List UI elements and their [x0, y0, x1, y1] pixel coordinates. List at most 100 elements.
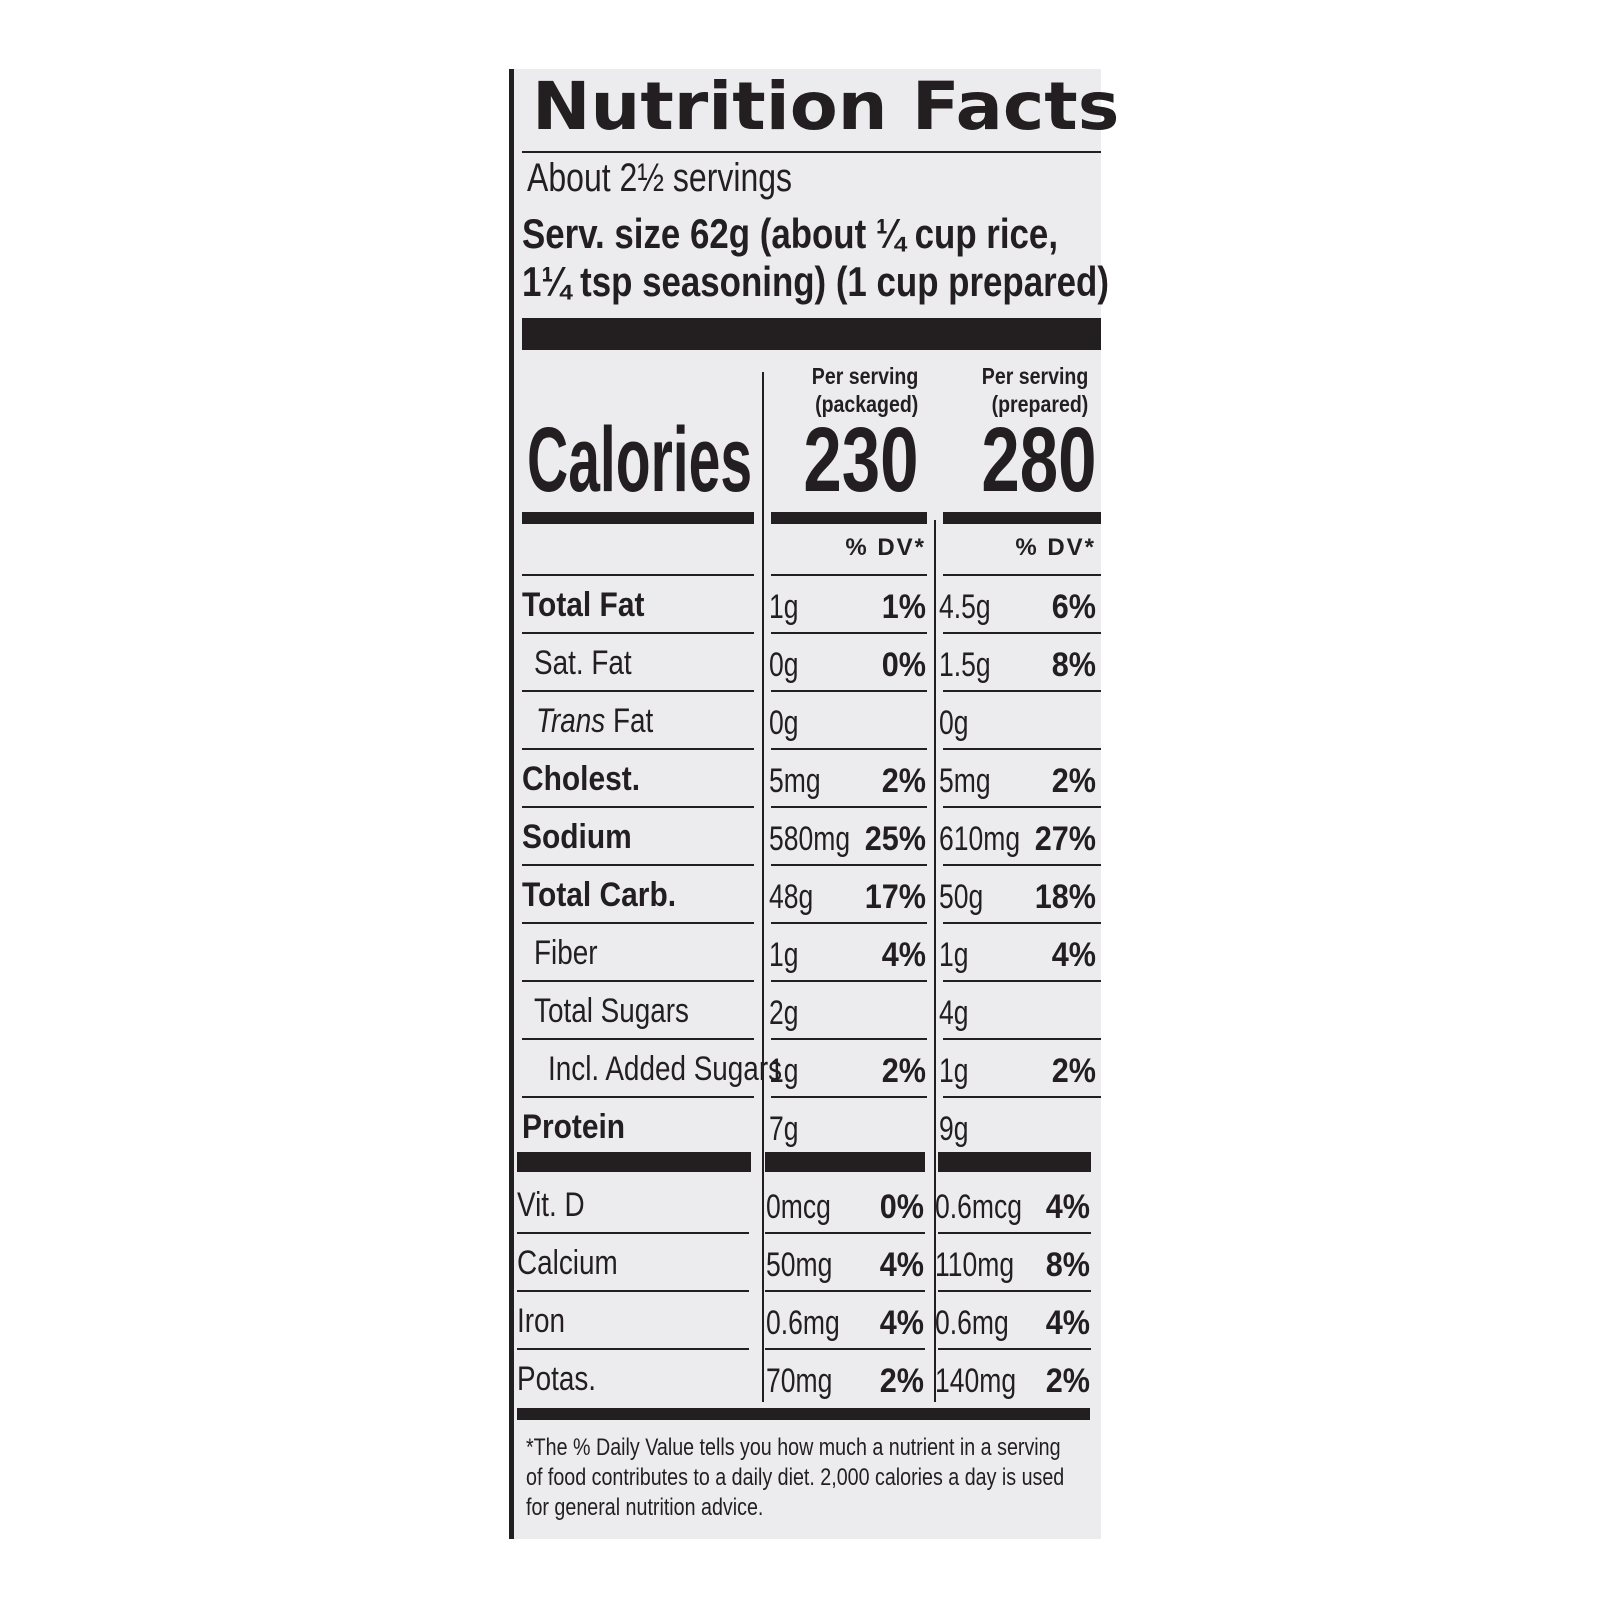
row-rule [771, 1038, 927, 1040]
prepared-percent-dv: 2% [1051, 762, 1096, 800]
nutrient-row: Cholest. 5mg 2% 5mg 2% [0, 752, 1600, 810]
row-rule [943, 1038, 1101, 1040]
row-rule [522, 574, 754, 576]
packaged-amount: 0g [769, 646, 799, 684]
vitamin-row: Vit. D 0mcg 0% 0.6mcg 4% [0, 1178, 1600, 1236]
label-left-edge [509, 69, 514, 1539]
prepared-percent-dv: 6% [1051, 588, 1096, 626]
calories-label: Calories [527, 409, 753, 511]
row-rule [522, 1096, 754, 1098]
nutrient-name: Sodium [522, 818, 632, 856]
packaged-amount: 48g [769, 878, 814, 916]
row-rule [522, 922, 754, 924]
nutrient-name: Potas. [517, 1360, 597, 1398]
nutrient-name: Protein [522, 1108, 626, 1146]
prepared-amount: 610mg [939, 820, 1021, 858]
packaged-percent-dv: 1% [881, 588, 926, 626]
vitamin-row: Iron 0.6mg 4% 0.6mg 4% [0, 1294, 1600, 1352]
row-rule [943, 806, 1101, 808]
prepared-percent-dv: 27% [1034, 820, 1096, 858]
prepared-percent-dv: 4% [1051, 936, 1096, 974]
packaged-percent-dv: 0% [879, 1188, 924, 1226]
nutrient-name: Total Sugars [534, 992, 689, 1030]
row-rule [522, 632, 754, 634]
row-rule [522, 806, 754, 808]
prepared-percent-dv: 2% [1045, 1362, 1090, 1400]
prepared-amount: 1g [939, 936, 969, 974]
nutrient-row: Fiber 1g 4% 1g 4% [0, 926, 1600, 984]
nutrient-row: Total Fat 1g 1% 4.5g 6% [0, 578, 1600, 636]
row-rule [771, 632, 927, 634]
prepared-amount: 1.5g [939, 646, 991, 684]
row-rule [943, 864, 1101, 866]
thick-rule-vitamins-prepared [938, 1152, 1091, 1172]
packaged-percent-dv: 4% [879, 1246, 924, 1284]
serving-size-line-2: 1¼ tsp seasoning) (1 cup prepared) [522, 258, 1109, 305]
nutrient-name: Fiber [534, 934, 598, 972]
row-rule [938, 1290, 1091, 1292]
packaged-percent-dv: 25% [864, 820, 926, 858]
row-rule [522, 980, 754, 982]
thick-rule-top [522, 318, 1101, 350]
packaged-percent-dv: 2% [879, 1362, 924, 1400]
label-title: Nutrition Facts [532, 68, 1120, 145]
serving-size-line-1: Serv. size 62g (about ¼ cup rice, [522, 210, 1059, 257]
prepared-amount: 9g [939, 1110, 969, 1148]
row-rule [765, 1290, 925, 1292]
nutrient-name: Iron [517, 1302, 566, 1340]
packaged-percent-dv: 4% [881, 936, 926, 974]
prepared-amount: 4.5g [939, 588, 991, 626]
packaged-percent-dv: 17% [864, 878, 926, 916]
row-rule [771, 574, 927, 576]
row-rule [943, 980, 1101, 982]
vitamin-row: Calcium 50mg 4% 110mg 8% [0, 1236, 1600, 1294]
packaged-amount: 1g [769, 588, 799, 626]
nutrient-row: Total Carb. 48g 17% 50g 18% [0, 868, 1600, 926]
servings-per-container: About 2½ servings [527, 156, 793, 200]
prepared-percent-dv: 2% [1051, 1052, 1096, 1090]
title-rule [522, 151, 1101, 153]
calories-rule-packaged [771, 512, 927, 524]
packaged-column-header: Per serving (packaged) [811, 363, 918, 417]
daily-value-footnote: *The % Daily Value tells you how much a … [526, 1434, 1065, 1521]
prepared-percent-dv: 8% [1051, 646, 1096, 684]
packaged-percent-dv: 2% [881, 762, 926, 800]
nutrient-row: Protein 7g 9g [0, 1100, 1600, 1158]
packaged-percent-dv: 2% [881, 1052, 926, 1090]
row-rule [517, 1348, 749, 1350]
nutrient-row: Sodium 580mg 25% 610mg 27% [0, 810, 1600, 868]
row-rule [943, 632, 1101, 634]
row-rule [771, 922, 927, 924]
dv-header-packaged: % DV* [845, 534, 926, 561]
prepared-amount: 140mg [935, 1362, 1017, 1400]
nutrient-row: Total Sugars 2g 4g [0, 984, 1600, 1042]
prepared-percent-dv: 8% [1045, 1246, 1090, 1284]
prepared-column-header: Per serving (prepared) [981, 363, 1088, 417]
nutrient-name: Cholest. [522, 760, 641, 798]
row-rule [771, 806, 927, 808]
vitamin-row: Potas. 70mg 2% 140mg 2% [0, 1352, 1600, 1410]
nutrient-name: Total Carb. [522, 876, 677, 914]
packaged-amount: 0mcg [766, 1188, 831, 1226]
dv-header-prepared: % DV* [1015, 534, 1096, 561]
serving-size: Serv. size 62g (about ¼ cup rice, 1¼ tsp… [522, 210, 1109, 306]
row-rule [771, 980, 927, 982]
prepared-amount: 50g [939, 878, 984, 916]
row-rule [765, 1232, 925, 1234]
thick-rule-vitamins-packaged [765, 1152, 925, 1172]
nutrient-row: Sat. Fat 0g 0% 1.5g 8% [0, 636, 1600, 694]
row-rule [522, 1038, 754, 1040]
packaged-amount: 1g [769, 936, 799, 974]
packaged-amount: 50mg [766, 1246, 833, 1284]
prepared-percent-dv: 4% [1045, 1188, 1090, 1226]
prepared-percent-dv: 18% [1034, 878, 1096, 916]
nutrient-name: Trans Fat [536, 702, 653, 741]
row-rule [943, 690, 1101, 692]
calories-rule-prepared [943, 512, 1101, 524]
calories-packaged: 230 [802, 409, 918, 511]
row-rule [771, 690, 927, 692]
row-rule [517, 1290, 749, 1292]
nutrient-row: Incl. Added Sugars 1g 2% 1g 2% [0, 1042, 1600, 1100]
packaged-amount: 580mg [769, 820, 851, 858]
prepared-amount: 0g [939, 704, 969, 742]
